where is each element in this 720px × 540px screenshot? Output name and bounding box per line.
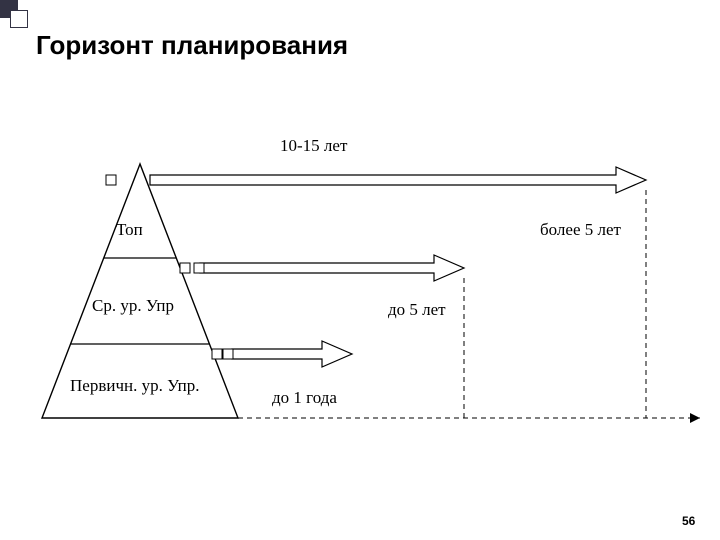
- level-middle-label: Ср. ур. Упр: [92, 296, 174, 316]
- arrow-more-5-years: [200, 255, 464, 281]
- level-bottom-label: Первичн. ур. Упр.: [70, 376, 199, 396]
- page-number: 56: [682, 514, 695, 528]
- planning-horizon-diagram: [0, 0, 720, 540]
- horizon-upto1-label: до 1 года: [272, 388, 337, 408]
- arrow-up-to-5-years: [232, 341, 352, 367]
- horizon-10-15-label: 10-15 лет: [280, 136, 347, 156]
- horizon-more5-label: более 5 лет: [540, 220, 621, 240]
- level-top-label: Топ: [116, 220, 143, 240]
- horizon-upto5-label: до 5 лет: [388, 300, 446, 320]
- arrow-10-15-years: [150, 167, 646, 193]
